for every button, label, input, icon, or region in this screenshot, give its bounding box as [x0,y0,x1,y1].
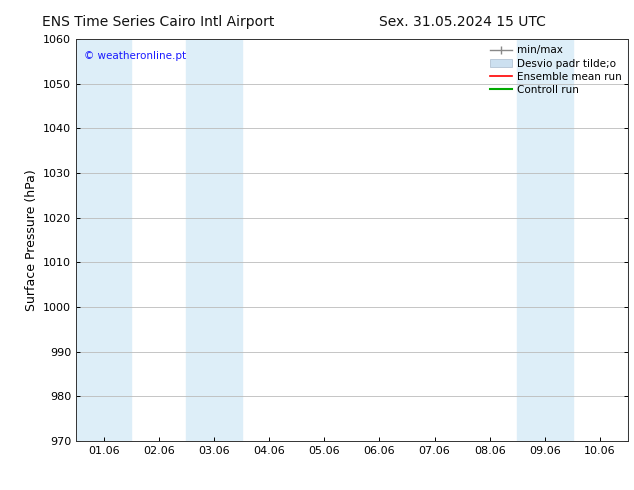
Y-axis label: Surface Pressure (hPa): Surface Pressure (hPa) [25,169,37,311]
Text: Sex. 31.05.2024 15 UTC: Sex. 31.05.2024 15 UTC [379,15,547,29]
Bar [517,39,573,441]
Legend: min/max, Desvio padr tilde;o, Ensemble mean run, Controll run: min/max, Desvio padr tilde;o, Ensemble m… [486,41,626,99]
Text: © weatheronline.pt: © weatheronline.pt [84,51,186,61]
Bar [186,39,242,441]
Text: ENS Time Series Cairo Intl Airport: ENS Time Series Cairo Intl Airport [42,15,275,29]
Bar [76,39,131,441]
